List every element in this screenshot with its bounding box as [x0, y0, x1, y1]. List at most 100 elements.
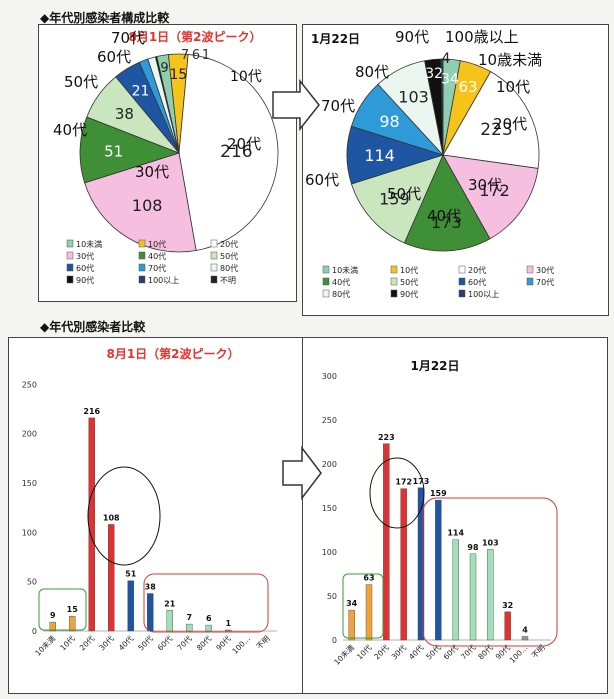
bar: [435, 499, 442, 641]
x-tick-label: 30代: [97, 633, 116, 652]
legend-label: 20代: [468, 265, 486, 275]
category-label: 40代: [53, 121, 87, 139]
bar: [147, 593, 154, 632]
bar: [469, 553, 477, 641]
legend-swatch: [66, 239, 74, 248]
bar: [417, 487, 425, 641]
bar-value-label: 1: [225, 619, 231, 628]
x-tick-label: 20代: [77, 633, 96, 652]
chart-title: 8月1日（第2波ピーク）: [106, 346, 239, 361]
highlight-box-elderly: [143, 573, 269, 633]
legend-swatch: [322, 265, 330, 274]
category-label: 70代: [111, 29, 145, 47]
bar: [452, 539, 459, 641]
legend-swatch: [210, 275, 218, 284]
pie-slice: [442, 154, 539, 240]
bar-value-label: 223: [378, 433, 395, 442]
pie-slice: [84, 152, 197, 253]
bar-value-label: 63: [363, 574, 374, 583]
x-tick-label: 20代: [372, 642, 391, 661]
slice-value: 114: [364, 146, 395, 165]
slice-value: 216: [220, 142, 252, 162]
bar-value-label: 51: [125, 570, 137, 579]
y-tick-label: 150: [322, 504, 337, 513]
category-label: 50代: [64, 73, 98, 91]
slice-value: 172: [479, 181, 510, 200]
bar-panel-aug1: 8月1日（第2波ピーク） 0 50 100 150 200 250 300 9 10未満 15 10代…: [8, 331, 304, 694]
pie-slice: [154, 56, 180, 154]
bar: [186, 623, 193, 632]
bar-value-label: 21: [164, 599, 176, 608]
slice-value: 4: [442, 51, 451, 67]
legend-swatch: [66, 263, 74, 272]
category-label: 50代: [387, 185, 421, 203]
legend-swatch: [390, 265, 398, 274]
legend-label: 80代: [332, 289, 350, 299]
legend-label: 50代: [400, 277, 418, 287]
legend-swatch: [138, 239, 146, 248]
y-tick-label: 100: [22, 528, 37, 537]
bar-value-label: 4: [522, 625, 528, 634]
y-tick-label: 150: [22, 479, 37, 488]
legend-label: 70代: [536, 277, 554, 287]
bar-value-label: 9: [50, 611, 56, 620]
slice-value: 9: [160, 61, 168, 76]
bar: [521, 636, 529, 641]
pie-slice: [442, 71, 540, 169]
x-tick-label: 10未満: [33, 633, 58, 658]
category-label: 90代: [395, 28, 429, 46]
right-arrow-icon: [282, 445, 322, 501]
legend-label: 10未満: [332, 265, 358, 275]
bar: [225, 629, 232, 632]
slice-value: 173: [431, 213, 462, 232]
x-tick-label: 10代: [354, 642, 373, 661]
x-tick-label: 不明: [255, 634, 272, 651]
legend-label: 10代: [148, 239, 166, 249]
category-label: 40代: [427, 207, 461, 225]
highlight-circle-peak: [87, 466, 161, 566]
legend-swatch: [526, 277, 534, 286]
legend-label: 40代: [332, 277, 350, 287]
chart-title: 1月22日: [311, 32, 360, 46]
bar-chart-jan22: 1月22日 0 50 100 150 200 250 300 34 10未満 63 10代 223 20代…: [322, 359, 558, 667]
bar-value-label: 6: [206, 614, 212, 623]
x-tick-label: 80代: [194, 633, 213, 652]
bar: [88, 417, 95, 632]
legend-swatch: [322, 289, 330, 298]
category-label: 60代: [305, 171, 339, 189]
bar: [348, 609, 355, 641]
slice-value: 51: [104, 142, 123, 160]
bar: [383, 443, 390, 641]
bar-value-label: 32: [502, 601, 513, 610]
bar-value-label: 98: [467, 543, 479, 552]
chart-title: 1月22日: [410, 359, 459, 373]
legend-swatch: [458, 289, 466, 298]
bar-value-label: 172: [395, 478, 412, 487]
x-tick-label: 50代: [424, 642, 443, 661]
category-label: 60代: [97, 48, 131, 66]
legend-label: 70代: [148, 263, 166, 273]
y-tick-label: 300: [22, 338, 37, 340]
category-label: 30代: [135, 163, 169, 181]
y-tick-label: 200: [22, 430, 37, 439]
slice-value: 223: [480, 120, 512, 140]
y-tick-label: 250: [322, 416, 337, 425]
x-tick-label: 70代: [175, 633, 194, 652]
legend-swatch: [210, 239, 218, 248]
y-tick-label: 200: [322, 460, 337, 469]
x-tick-label: 40代: [406, 642, 425, 661]
highlight-box-elderly: [422, 497, 558, 647]
slice-value: 1: [202, 48, 210, 63]
bar: [365, 584, 373, 641]
pie-slice: [79, 116, 181, 184]
bar-value-label: 38: [145, 583, 157, 592]
pie-panel-aug1: 8月1日（第2波ピーク） 216 108 51 38 21 15 9 7 6 1 10代 20代 30代 4…: [38, 24, 297, 302]
x-tick-label: 30代: [389, 642, 408, 661]
bar-value-label: 216: [83, 407, 100, 416]
bar-chart-aug1: 8月1日（第2波ピーク） 0 50 100 150 200 250 300 9 10未満 15 10代…: [22, 331, 277, 658]
y-tick-label: 300: [322, 372, 337, 381]
highlight-box-young: [342, 573, 384, 639]
bar: [69, 616, 76, 632]
